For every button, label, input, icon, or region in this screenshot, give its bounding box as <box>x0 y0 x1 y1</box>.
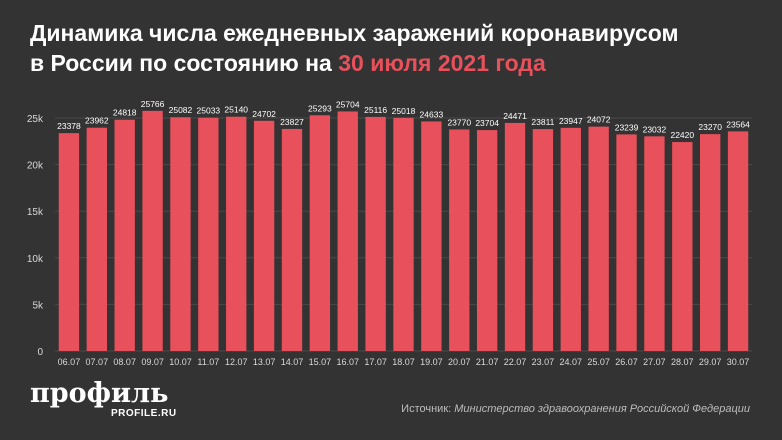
bar <box>58 133 80 351</box>
x-tick-label: 23.07 <box>532 357 555 367</box>
bar <box>198 117 219 351</box>
data-label: 23239 <box>615 122 639 132</box>
chart-y-axis: 0 5k 10k 15k 20k 25k <box>27 114 44 358</box>
x-tick-label: 25.07 <box>587 357 610 367</box>
bar <box>449 129 470 351</box>
x-tick-label: 11.07 <box>197 357 219 367</box>
data-label: 23962 <box>85 116 109 126</box>
chart-bars <box>58 110 749 352</box>
bar <box>309 115 331 351</box>
bar <box>644 136 665 351</box>
data-label: 23704 <box>475 118 499 128</box>
bar <box>504 122 526 351</box>
x-tick-label: 24.07 <box>560 357 583 367</box>
x-tick-label: 27.07 <box>643 357 666 367</box>
x-tick-label: 28.07 <box>671 357 694 367</box>
data-label: 24702 <box>252 109 276 119</box>
source-label: Источник: <box>401 403 452 415</box>
bar <box>337 111 358 351</box>
bar <box>142 110 163 352</box>
data-label: 23811 <box>531 117 554 127</box>
title-line-2: в России по состоянию на 30 июля 2021 го… <box>30 48 770 78</box>
bar <box>476 130 498 351</box>
y-tick-label: 0 <box>37 347 43 358</box>
x-tick-label: 15.07 <box>309 357 332 367</box>
bar <box>532 129 554 351</box>
bar <box>114 119 135 351</box>
profile-logo: профиль <box>30 378 169 409</box>
source-note: Источник: Министерство здравоохранения Р… <box>401 403 750 415</box>
x-tick-label: 10.07 <box>169 357 192 367</box>
bar <box>421 121 442 351</box>
x-tick-label: 16.07 <box>336 357 359 367</box>
x-tick-label: 13.07 <box>253 357 276 367</box>
data-label: 24818 <box>113 108 137 118</box>
data-label: 23378 <box>57 121 81 131</box>
data-label: 24471 <box>503 111 527 121</box>
x-tick-label: 21.07 <box>476 357 499 367</box>
x-tick-label: 14.07 <box>281 357 304 367</box>
y-tick-label: 10k <box>27 254 44 265</box>
bar <box>226 116 247 352</box>
x-tick-label: 12.07 <box>225 357 248 367</box>
bar <box>365 116 386 351</box>
bar <box>727 131 749 351</box>
data-label: 23270 <box>698 122 722 132</box>
data-label: 25116 <box>364 105 387 115</box>
bar <box>253 120 275 351</box>
data-label: 24633 <box>420 109 444 119</box>
y-tick-label: 25k <box>27 114 44 125</box>
data-label: 23564 <box>726 119 750 129</box>
profile-site-label: PROFILE.RU <box>111 408 177 419</box>
y-tick-label: 5k <box>32 300 44 311</box>
chart-data-labels: 23378 23962 24818 25766 25082 25033 25140 24702… <box>57 99 750 140</box>
data-label: 23770 <box>447 117 471 127</box>
data-label: 24072 <box>587 115 611 125</box>
bar <box>170 117 191 351</box>
data-label: 23032 <box>643 124 667 134</box>
chart-title: Динамика числа ежедневных заражений коро… <box>30 18 770 78</box>
bar <box>672 142 693 351</box>
data-label: 25293 <box>308 103 332 113</box>
bar <box>86 127 107 351</box>
x-tick-label: 07.07 <box>86 357 109 367</box>
data-label: 25704 <box>336 99 360 109</box>
x-tick-label: 17.07 <box>364 357 387 367</box>
bar <box>281 128 303 351</box>
title-line-1: Динамика числа ежедневных заражений коро… <box>30 20 679 46</box>
chart-x-axis: 06.07 07.07 08.07 09.07 10.07 11.07 12.07 13.07… <box>58 357 750 367</box>
title-date-highlight: 30 июля 2021 года <box>338 50 546 76</box>
x-tick-label: 19.07 <box>420 357 443 367</box>
x-tick-label: 06.07 <box>58 357 81 367</box>
x-tick-label: 18.07 <box>392 357 415 367</box>
bar <box>393 117 414 351</box>
title-line-2-prefix: в России по состоянию на <box>30 50 332 76</box>
data-label: 23947 <box>559 116 583 126</box>
bar <box>616 134 637 351</box>
data-label: 25140 <box>224 105 248 115</box>
data-label: 23827 <box>280 117 304 127</box>
x-tick-label: 26.07 <box>615 357 638 367</box>
bar <box>700 134 721 351</box>
x-tick-label: 20.07 <box>448 357 471 367</box>
data-label: 25082 <box>169 105 193 115</box>
data-label: 25033 <box>197 106 221 116</box>
bar <box>588 126 609 351</box>
x-tick-label: 22.07 <box>504 357 527 367</box>
source-value: Министерство здравоохранения Российской … <box>454 403 750 415</box>
data-label: 25766 <box>141 99 165 109</box>
data-label: 22420 <box>670 130 694 140</box>
bar <box>560 127 581 351</box>
data-label: 25018 <box>392 106 416 116</box>
y-tick-label: 15k <box>27 207 44 218</box>
x-tick-label: 09.07 <box>141 357 164 367</box>
x-tick-label: 29.07 <box>699 357 722 367</box>
x-tick-label: 08.07 <box>113 357 136 367</box>
y-tick-label: 20k <box>27 161 44 172</box>
x-tick-label: 30.07 <box>727 357 750 367</box>
